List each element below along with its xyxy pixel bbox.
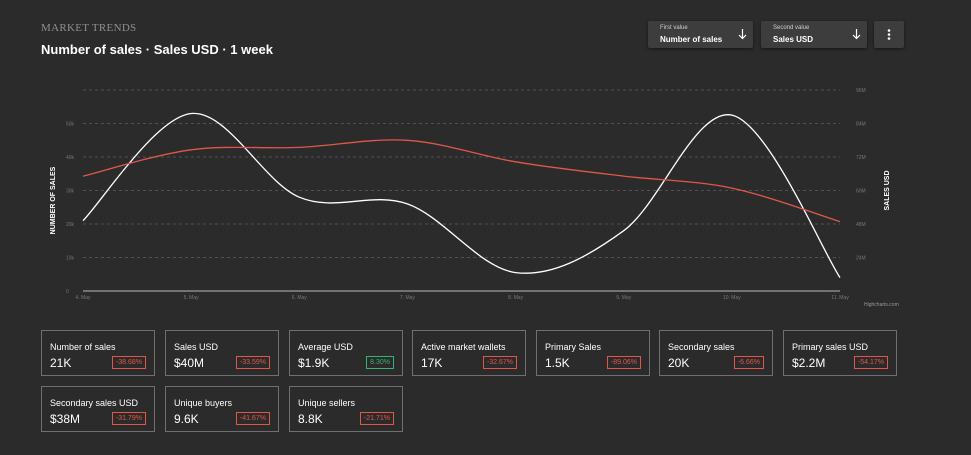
data-point bbox=[191, 113, 192, 114]
stat-card-label: Active market wallets bbox=[421, 342, 506, 352]
arrow-down-icon bbox=[852, 29, 861, 40]
stat-card-label: Secondary sales bbox=[668, 342, 735, 352]
stat-card-label: Primary Sales bbox=[545, 342, 602, 352]
y-right-tick-label: 72M bbox=[856, 155, 866, 161]
x-tick-label: 11. May bbox=[831, 295, 849, 301]
x-tick-label: 9. May bbox=[616, 295, 632, 301]
x-tick-label: 10. May bbox=[723, 295, 741, 301]
stat-card-change-badge: 8.30% bbox=[366, 356, 394, 369]
stat-card: Unique sellers 8.8K -21.71% bbox=[289, 386, 403, 432]
first-value-label: First value bbox=[660, 25, 688, 31]
data-point bbox=[839, 277, 840, 278]
stat-card-value: 8.8K bbox=[298, 412, 323, 426]
stat-card-value: 20K bbox=[668, 356, 690, 370]
second-value-select[interactable]: Second value Sales USD bbox=[761, 21, 867, 48]
y-left-tick-label: 50k bbox=[66, 122, 75, 128]
section-eyebrow: MARKET TRENDS bbox=[41, 22, 137, 34]
data-point bbox=[623, 230, 624, 231]
stat-card-label: Number of sales bbox=[50, 342, 116, 352]
arrow-down-icon bbox=[738, 29, 747, 40]
stat-card-value: 21K bbox=[50, 356, 72, 370]
stat-card: Unique buyers 9.6K -41.67% bbox=[165, 386, 279, 432]
x-tick-label: 4. May bbox=[75, 295, 91, 301]
data-point bbox=[515, 161, 516, 162]
x-tick-label: 8. May bbox=[508, 295, 524, 301]
y-right-tick-label: 48M bbox=[856, 222, 866, 228]
stat-card: Sales USD $40M -33.59% bbox=[165, 330, 279, 376]
stat-card: Number of sales 21K -38.68% bbox=[41, 330, 155, 376]
data-point bbox=[731, 188, 732, 189]
stat-card-label: Unique sellers bbox=[298, 398, 356, 408]
stat-card-label: Unique buyers bbox=[174, 398, 233, 408]
y-left-tick-label: 20k bbox=[66, 222, 75, 228]
y-right-tick-label: 84M bbox=[856, 122, 866, 128]
stat-card-label: Secondary sales USD bbox=[50, 398, 139, 408]
data-point bbox=[299, 197, 300, 198]
stat-card: Secondary sales 20K -6.66% bbox=[659, 330, 773, 376]
stat-card-change-badge: -21.71% bbox=[359, 412, 394, 425]
chart-credit: Highcharts.com bbox=[864, 302, 899, 308]
first-value-select[interactable]: First value Number of sales bbox=[648, 21, 753, 48]
data-point bbox=[407, 140, 408, 141]
stat-card-value: $2.2M bbox=[792, 356, 826, 370]
y-right-tick-label: 24M bbox=[856, 256, 866, 262]
data-point bbox=[191, 149, 192, 150]
chart-title: Number of sales · Sales USD · 1 week bbox=[41, 42, 273, 57]
chart-menu-button[interactable] bbox=[874, 21, 904, 48]
y-left-axis-title: NUMBER OF SALES bbox=[50, 166, 57, 234]
stat-card-label: Primary sales USD bbox=[792, 342, 869, 352]
data-point bbox=[731, 115, 732, 116]
stat-card: Primary Sales 1.5K -89.06% bbox=[536, 330, 650, 376]
data-point bbox=[839, 221, 840, 222]
y-left-tick-label: 30k bbox=[66, 189, 75, 195]
stat-card-value: 1.5K bbox=[545, 356, 570, 370]
data-point bbox=[515, 272, 516, 273]
stat-card-value: $1.9K bbox=[298, 356, 330, 370]
stat-card-change-badge: -33.59% bbox=[235, 356, 270, 369]
stat-card-change-badge: -38.68% bbox=[111, 356, 146, 369]
stat-card-change-badge: -6.66% bbox=[733, 356, 764, 369]
data-point bbox=[82, 220, 83, 221]
stat-card-change-badge: -54.17% bbox=[853, 356, 888, 369]
y-left-tick-label: 0 bbox=[66, 289, 69, 295]
stat-card: Active market wallets 17K -32.67% bbox=[412, 330, 526, 376]
stat-card-change-badge: -41.67% bbox=[235, 412, 270, 425]
stat-card-value: $38M bbox=[50, 412, 81, 426]
stat-card-label: Average USD bbox=[298, 342, 353, 352]
x-tick-label: 6. May bbox=[292, 295, 308, 301]
y-right-tick-label: 60M bbox=[856, 189, 866, 195]
stat-card-value: $40M bbox=[174, 356, 205, 370]
second-value-current: Sales USD bbox=[773, 35, 814, 44]
first-value-current: Number of sales bbox=[660, 35, 723, 44]
stat-card: Secondary sales USD $38M -31.79% bbox=[41, 386, 155, 432]
y-right-axis-title: SALES USD bbox=[884, 170, 891, 210]
stat-card-label: Sales USD bbox=[174, 342, 219, 352]
more-vertical-icon bbox=[887, 29, 891, 40]
stat-card-value: 9.6K bbox=[174, 412, 199, 426]
line-chart: 0 10k 20k 30k 40k 50k 24M 48M 60M 72M 84M 96M 4. May… bbox=[50, 88, 899, 308]
x-tick-label: 7. May bbox=[400, 295, 416, 301]
stat-card-change-badge: -32.67% bbox=[482, 356, 517, 369]
stat-card: Average USD $1.9K 8.30% bbox=[289, 330, 403, 376]
stat-card: Primary sales USD $2.2M -54.17% bbox=[783, 330, 897, 376]
series-line-left-axis bbox=[82, 112, 841, 278]
data-point bbox=[299, 147, 300, 148]
data-point bbox=[407, 203, 408, 204]
stat-card-change-badge: -31.79% bbox=[111, 412, 146, 425]
y-right-tick-label: 96M bbox=[856, 88, 866, 94]
stat-card-value: 17K bbox=[421, 356, 443, 370]
second-value-label: Second value bbox=[773, 25, 810, 31]
y-left-tick-label: 40k bbox=[66, 155, 75, 161]
series-line-right-axis bbox=[82, 139, 841, 223]
x-tick-label: 5. May bbox=[184, 295, 200, 301]
data-point bbox=[623, 176, 624, 177]
y-left-tick-label: 10k bbox=[66, 256, 75, 262]
stat-card-change-badge: -89.06% bbox=[606, 356, 641, 369]
data-point bbox=[82, 176, 83, 177]
